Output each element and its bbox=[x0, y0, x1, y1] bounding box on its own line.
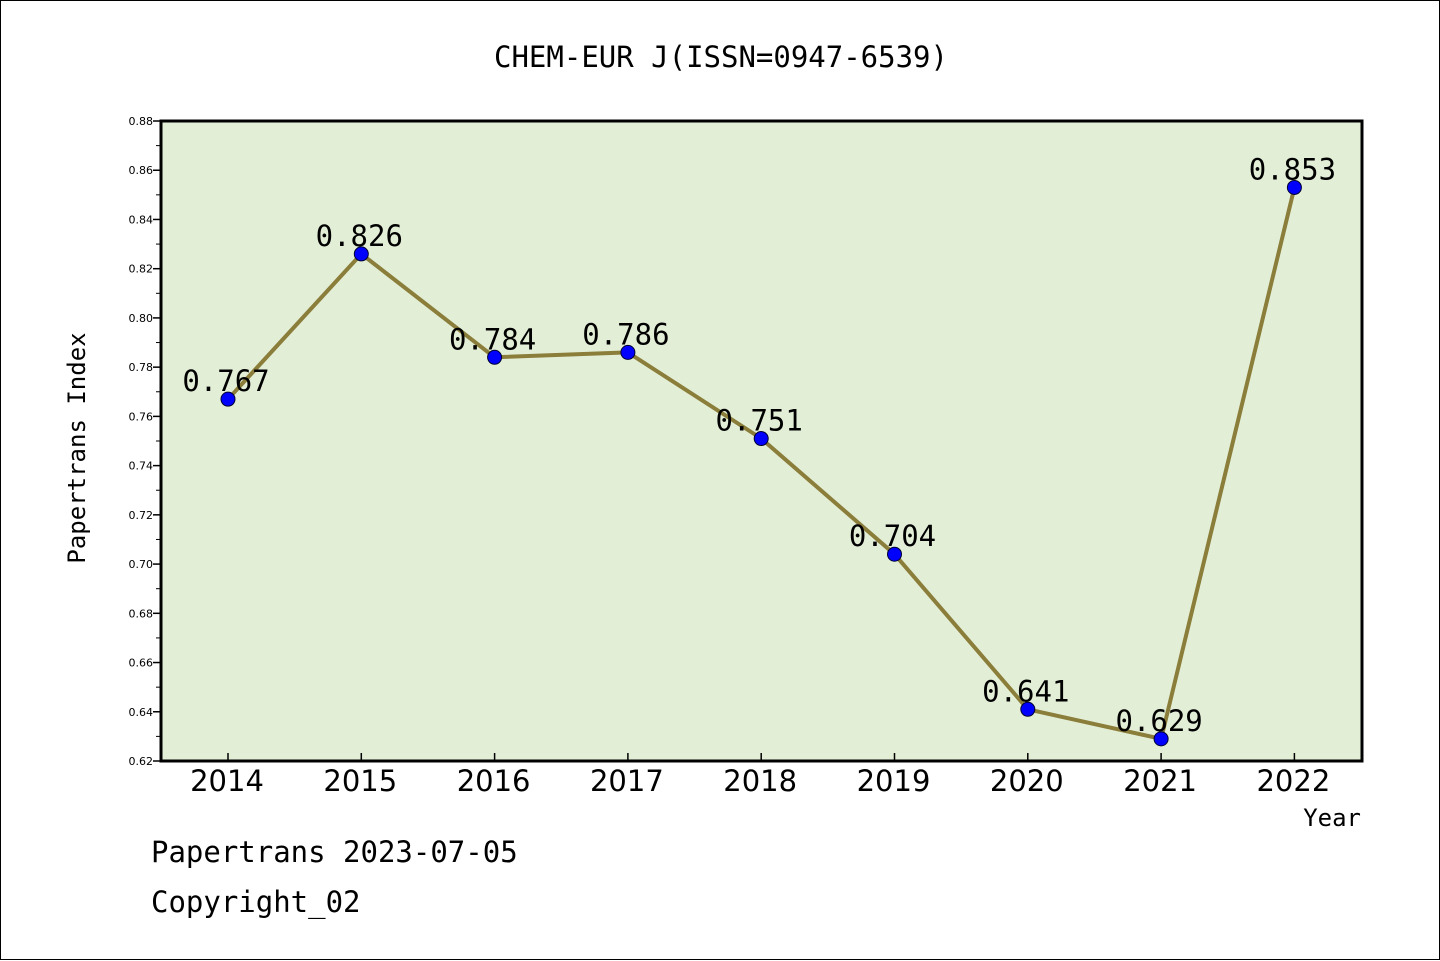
x-tick-label: 2021 bbox=[1123, 764, 1197, 798]
y-tick-label: 0.74 bbox=[129, 460, 154, 473]
x-tick-label: 2015 bbox=[323, 764, 397, 798]
x-tick-label: 2014 bbox=[190, 764, 264, 798]
data-label: 0.704 bbox=[849, 519, 936, 553]
x-tick-label: 2020 bbox=[990, 764, 1064, 798]
y-tick-label: 0.84 bbox=[129, 213, 154, 226]
y-tick-label: 0.80 bbox=[129, 312, 154, 325]
data-label: 0.767 bbox=[182, 364, 269, 398]
data-point bbox=[487, 349, 503, 365]
chart-title: CHEM-EUR J(ISSN=0947-6539) bbox=[494, 40, 948, 74]
data-point bbox=[220, 391, 236, 407]
data-point bbox=[753, 431, 769, 447]
y-axis-label: Papertrans Index bbox=[63, 332, 91, 563]
x-axis-ticks: 2014 2015 2016 2017 2018 2019 2020 2021 2022 bbox=[190, 753, 1330, 798]
y-tick-label: 0.82 bbox=[129, 263, 154, 276]
y-tick-label: 0.70 bbox=[129, 558, 154, 571]
x-tick-label: 2017 bbox=[590, 764, 664, 798]
y-tick-label: 0.76 bbox=[129, 410, 154, 423]
y-tick-label: 0.88 bbox=[129, 115, 154, 128]
data-point bbox=[1286, 179, 1302, 195]
data-point-markers bbox=[220, 179, 1302, 747]
x-tick-label: 2016 bbox=[457, 764, 531, 798]
x-tick-label: 2019 bbox=[857, 764, 931, 798]
y-tick-label: 0.68 bbox=[129, 607, 154, 620]
data-label: 0.853 bbox=[1249, 152, 1336, 186]
y-tick-label: 0.62 bbox=[129, 755, 154, 768]
data-label: 0.786 bbox=[582, 317, 669, 351]
data-point bbox=[887, 546, 902, 562]
y-tick-label: 0.66 bbox=[129, 657, 154, 670]
data-label: 0.784 bbox=[449, 322, 536, 356]
data-label: 0.629 bbox=[1115, 704, 1202, 738]
data-point bbox=[1153, 731, 1169, 747]
y-axis-ticks: 0.62 0.64 0.66 0.68 0.70 0.72 0.74 0.76 0.78 0.80… bbox=[129, 115, 161, 768]
y-tick-label: 0.78 bbox=[129, 361, 154, 374]
footer-date: Papertrans 2023-07-05 bbox=[151, 835, 518, 869]
x-tick-label: 2018 bbox=[723, 764, 797, 798]
x-tick-label: 2022 bbox=[1256, 764, 1330, 798]
data-point bbox=[1020, 701, 1036, 717]
y-tick-label: 0.64 bbox=[129, 706, 154, 719]
data-label: 0.826 bbox=[316, 219, 403, 253]
data-label: 0.641 bbox=[982, 674, 1069, 708]
data-point bbox=[620, 344, 636, 360]
x-axis-label: Year bbox=[1303, 804, 1361, 832]
footer-copyright: Copyright_02 bbox=[151, 885, 361, 919]
y-tick-label: 0.72 bbox=[129, 509, 154, 522]
data-labels: 0.767 0.826 0.784 0.786 0.751 0.704 0.641 0.629… bbox=[182, 152, 1336, 737]
data-point bbox=[353, 246, 369, 262]
y-tick-label: 0.86 bbox=[129, 164, 154, 177]
data-label: 0.751 bbox=[716, 404, 803, 438]
